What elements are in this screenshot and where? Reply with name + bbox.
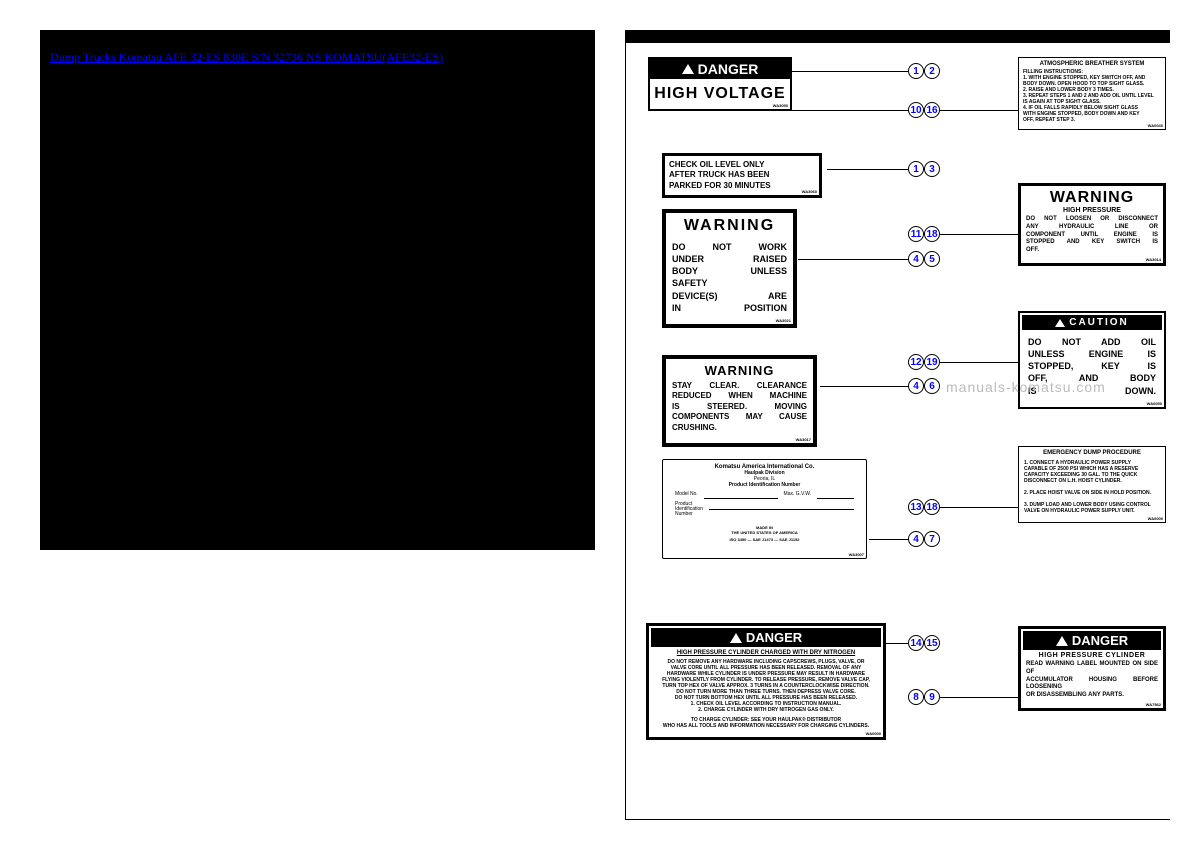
lead-line bbox=[940, 110, 1018, 111]
np-product: Product Identification Number bbox=[675, 502, 703, 517]
watermark-text: manuals-komatsu.com bbox=[946, 379, 1106, 395]
label-raised-body: WARNING DO NOT WORK UNDER RAISED BODY UN… bbox=[662, 209, 797, 328]
danger-bar: DANGER bbox=[1023, 631, 1161, 650]
np-gvw: Max. G.V.W. bbox=[784, 491, 812, 499]
np-model: Model No. bbox=[675, 491, 698, 499]
label-hp-cylinder: DANGER HIGH PRESSURE CYLINDER READ WARNI… bbox=[1018, 626, 1166, 711]
callout-circle: 6 bbox=[924, 378, 940, 394]
hp-body: DO NOT LOOSEN OR DISCONNECT ANY HYDRAULI… bbox=[1026, 216, 1158, 255]
breather-title: ATMOSPHERIC BREATHER SYSTEM bbox=[1023, 61, 1161, 67]
warning-title: WARNING bbox=[672, 363, 807, 378]
hp-sub: HIGH PRESSURE bbox=[1026, 207, 1158, 214]
emergency-title: EMERGENCY DUMP PROCEDURE bbox=[1024, 450, 1160, 456]
label-steer-warning: WARNING STAY CLEAR. CLEARANCE REDUCED WH… bbox=[662, 355, 817, 447]
lead-line bbox=[820, 386, 908, 387]
callout-circle: 8 bbox=[908, 689, 924, 705]
warning-triangle-icon bbox=[730, 633, 742, 643]
caution-text: CAUTION bbox=[1069, 317, 1129, 328]
label-nameplate: Komatsu America International Co. Haulpa… bbox=[662, 459, 867, 559]
label-nitrogen: DANGER HIGH PRESSURE CYLINDER CHARGED WI… bbox=[646, 623, 886, 740]
callout-circle: 3 bbox=[924, 161, 940, 177]
part-number: WA3050 bbox=[773, 103, 788, 108]
np-field bbox=[817, 491, 854, 499]
panel-top-bar bbox=[626, 31, 1170, 43]
warning-title: WARNING bbox=[672, 217, 787, 235]
callout-circle: 4 bbox=[908, 251, 924, 267]
part-number: WA3007 bbox=[849, 552, 864, 557]
warning-title: WARNING bbox=[1026, 189, 1158, 207]
callout-circle: 14 bbox=[908, 635, 924, 651]
danger-text: DANGER bbox=[698, 61, 759, 77]
np-field bbox=[704, 491, 778, 499]
breather-body: 1. WITH ENGINE STOPPED, KEY SWITCH OFF, … bbox=[1023, 75, 1161, 123]
hv-body: HIGH VOLTAGE bbox=[650, 79, 790, 109]
caution-bar: CAUTION bbox=[1022, 315, 1162, 330]
callout-circle: 9 bbox=[924, 689, 940, 705]
danger-text: DANGER bbox=[746, 630, 802, 645]
callout-circle: 4 bbox=[908, 378, 924, 394]
part-number: WA0000 bbox=[866, 731, 881, 736]
warning-triangle-icon bbox=[682, 64, 694, 74]
lead-line bbox=[792, 71, 908, 72]
warning-triangle-icon bbox=[1056, 636, 1068, 646]
part-number: WA3060 bbox=[802, 189, 817, 194]
nitrogen-footer: TO CHARGE CYLINDER: SEE YOUR HAULPAK® DI… bbox=[649, 717, 883, 729]
warning-triangle-icon bbox=[1055, 319, 1065, 327]
callout-circle: 10 bbox=[908, 102, 924, 118]
oil-check-body: CHECK OIL LEVEL ONLY AFTER TRUCK HAS BEE… bbox=[669, 160, 771, 190]
label-breather: ATMOSPHERIC BREATHER SYSTEM FILLING INST… bbox=[1018, 57, 1166, 130]
callout-circle: 12 bbox=[908, 354, 924, 370]
catalog-link[interactable]: Dump Trucks Komatsu AFE 32-ES 830E S/N 3… bbox=[50, 50, 443, 64]
lead-line bbox=[869, 539, 909, 540]
part-number: WA7562 bbox=[1146, 702, 1161, 707]
callout-circle: 2 bbox=[924, 63, 940, 79]
nitrogen-body: DO NOT REMOVE ANY HARDWARE INCLUDING CAP… bbox=[649, 659, 883, 713]
diagram-panel: DANGER HIGH VOLTAGE WA3050 CHECK OIL LEV… bbox=[625, 30, 1170, 820]
part-number: WA3014 bbox=[1146, 257, 1161, 262]
np-cert: Product Identification Number bbox=[667, 482, 862, 488]
lead-line bbox=[827, 169, 908, 170]
part-number: WA3021 bbox=[776, 318, 791, 323]
emergency-body: 1. CONNECT A HYDRAULIC POWER SUPPLY CAPA… bbox=[1024, 460, 1160, 514]
nitrogen-title: HIGH PRESSURE CYLINDER CHARGED WITH DRY … bbox=[649, 650, 883, 656]
part-number: WA0000 bbox=[1148, 516, 1163, 521]
hpc-body: READ WARNING LABEL MOUNTED ON SIDE OF AC… bbox=[1021, 661, 1163, 700]
callout-circle: 19 bbox=[924, 354, 940, 370]
lead-line bbox=[940, 697, 1018, 698]
lead-line bbox=[798, 259, 908, 260]
danger-bar: DANGER bbox=[651, 628, 881, 647]
callout-circle: 18 bbox=[924, 226, 940, 242]
callout-circle: 13 bbox=[908, 499, 924, 515]
label-oil-check: CHECK OIL LEVEL ONLY AFTER TRUCK HAS BEE… bbox=[662, 153, 822, 198]
callout-circle: 1 bbox=[908, 161, 924, 177]
raised-body-text: DO NOT WORK UNDER RAISED BODY UNLESS SAF… bbox=[672, 241, 787, 314]
danger-bar: DANGER bbox=[650, 59, 790, 79]
callout-circle: 16 bbox=[924, 102, 940, 118]
part-number: WA3017 bbox=[796, 437, 811, 442]
lead-line bbox=[792, 110, 908, 111]
lead-line bbox=[940, 362, 1018, 363]
callout-circle: 1 bbox=[908, 63, 924, 79]
part-number: WA0040 bbox=[1148, 123, 1163, 128]
np-field bbox=[709, 502, 854, 510]
label-high-voltage: DANGER HIGH VOLTAGE WA3050 bbox=[648, 57, 792, 111]
steer-body: STAY CLEAR. CLEARANCE REDUCED WHEN MACHI… bbox=[672, 381, 807, 433]
callout-circle: 4 bbox=[908, 531, 924, 547]
callout-circle: 18 bbox=[924, 499, 940, 515]
hpc-sub: HIGH PRESSURE CYLINDER bbox=[1021, 652, 1163, 659]
lead-line bbox=[886, 643, 908, 644]
callout-circle: 15 bbox=[924, 635, 940, 651]
np-iso: ISO 3450 — SAE J1473 — SAE J1152 bbox=[667, 537, 862, 542]
lead-line bbox=[940, 507, 1018, 508]
np-made: MADE IN THE UNITED STATES OF AMERICA bbox=[667, 525, 862, 535]
callout-circle: 5 bbox=[924, 251, 940, 267]
lead-line bbox=[940, 234, 1018, 235]
label-emergency: EMERGENCY DUMP PROCEDURE 1. CONNECT A HY… bbox=[1018, 446, 1166, 523]
part-number: WA0050 bbox=[1147, 401, 1162, 406]
left-black-panel: Dump Trucks Komatsu AFE 32-ES 830E S/N 3… bbox=[40, 30, 595, 550]
danger-text: DANGER bbox=[1072, 633, 1128, 648]
callout-circle: 11 bbox=[908, 226, 924, 242]
callout-circle: 7 bbox=[924, 531, 940, 547]
label-high-pressure: WARNING HIGH PRESSURE DO NOT LOOSEN OR D… bbox=[1018, 183, 1166, 266]
